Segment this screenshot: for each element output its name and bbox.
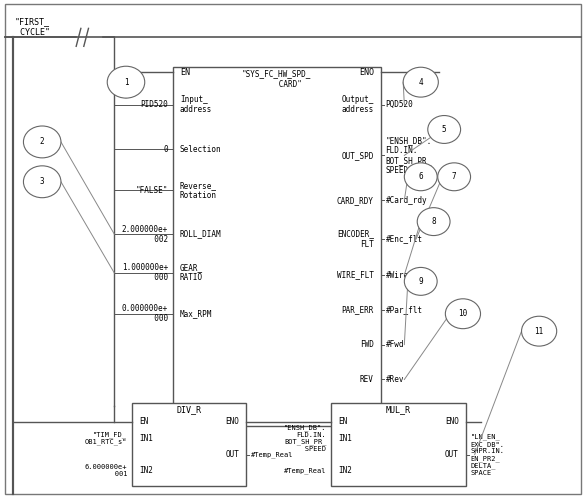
FancyBboxPatch shape — [132, 403, 246, 486]
Text: 7: 7 — [452, 172, 456, 181]
Text: 8: 8 — [431, 217, 436, 226]
Text: EN: EN — [139, 417, 148, 426]
Text: "ENSH_DB".
FLD.IN.
BOT_SH_PR_
SPEED: "ENSH_DB". FLD.IN. BOT_SH_PR_ SPEED — [386, 136, 432, 175]
Circle shape — [403, 67, 438, 97]
Text: DIV_R: DIV_R — [176, 405, 202, 414]
Text: CARD_RDY: CARD_RDY — [337, 196, 374, 205]
Text: #Par_flt: #Par_flt — [386, 305, 423, 314]
Text: Output_
address: Output_ address — [342, 95, 374, 114]
Text: ENCODER_
FLT: ENCODER_ FLT — [337, 230, 374, 249]
Text: 6.000000e+
       001: 6.000000e+ 001 — [84, 464, 127, 477]
Text: IN1: IN1 — [139, 434, 153, 443]
Text: 9: 9 — [418, 277, 423, 286]
Text: Max_RPM: Max_RPM — [180, 309, 212, 318]
Text: OUT: OUT — [225, 450, 239, 459]
Text: MUL_R: MUL_R — [386, 405, 411, 414]
Text: ENO: ENO — [445, 417, 459, 426]
Text: #Temp_Real: #Temp_Real — [251, 451, 294, 458]
Text: EN: EN — [180, 68, 190, 77]
Circle shape — [404, 163, 437, 191]
Text: #Temp_Real: #Temp_Real — [284, 467, 326, 474]
Text: PID520: PID520 — [141, 100, 168, 109]
Text: #Rev: #Rev — [386, 375, 404, 384]
Text: 3: 3 — [40, 177, 45, 186]
Text: EN: EN — [338, 417, 347, 426]
Text: FWD: FWD — [360, 340, 374, 349]
Text: "LN_EN_
EXC_DB".
SHPR.IN.
EN_PR2_
DELTA_
SPACE: "LN_EN_ EXC_DB". SHPR.IN. EN_PR2_ DELTA_… — [471, 434, 505, 476]
Text: ENO: ENO — [225, 417, 239, 426]
Text: "SYS_FC_HW_SPD_
      CARD": "SYS_FC_HW_SPD_ CARD" — [242, 69, 312, 89]
Text: "TIM_FD_
OB1_RTC_s": "TIM_FD_ OB1_RTC_s" — [84, 431, 127, 445]
Circle shape — [107, 66, 145, 98]
Text: PQD520: PQD520 — [386, 100, 413, 109]
Text: #Wire_flt: #Wire_flt — [386, 270, 427, 279]
Text: Input_
address: Input_ address — [180, 95, 212, 114]
Text: OUT_SPD: OUT_SPD — [342, 151, 374, 160]
Text: Selection: Selection — [180, 145, 222, 154]
Text: 0: 0 — [163, 145, 168, 154]
Text: Reverse_
Rotation: Reverse_ Rotation — [180, 181, 217, 200]
Text: IN1: IN1 — [338, 434, 352, 443]
Circle shape — [522, 316, 557, 346]
Text: #Fwd: #Fwd — [386, 340, 404, 349]
Circle shape — [428, 116, 461, 143]
Text: 4: 4 — [418, 78, 423, 87]
Text: IN2: IN2 — [338, 466, 352, 475]
Text: 1: 1 — [124, 78, 128, 87]
Circle shape — [438, 163, 471, 191]
Text: REV: REV — [360, 375, 374, 384]
Text: 5: 5 — [442, 125, 447, 134]
Circle shape — [417, 208, 450, 236]
FancyBboxPatch shape — [331, 403, 466, 486]
Text: ENO: ENO — [359, 68, 374, 77]
Circle shape — [445, 299, 481, 329]
Text: IN2: IN2 — [139, 466, 153, 475]
Text: #Card_rdy: #Card_rdy — [386, 196, 427, 205]
Text: OUT: OUT — [445, 450, 459, 459]
FancyBboxPatch shape — [173, 67, 381, 426]
Text: 2: 2 — [40, 137, 45, 146]
Text: "FIRST_
 CYCLE": "FIRST_ CYCLE" — [15, 17, 50, 37]
Text: PAR_ERR: PAR_ERR — [342, 305, 374, 314]
FancyBboxPatch shape — [5, 4, 581, 494]
Circle shape — [23, 126, 61, 158]
Text: WIRE_FLT: WIRE_FLT — [337, 270, 374, 279]
Text: "ENSH_DB".
FLD.IN.
BOT_SH_PR_
   SPEED: "ENSH_DB". FLD.IN. BOT_SH_PR_ SPEED — [284, 424, 326, 452]
Circle shape — [23, 166, 61, 198]
Text: "FALSE": "FALSE" — [136, 186, 168, 195]
Text: 11: 11 — [534, 327, 544, 336]
Text: 2.000000e+
  002: 2.000000e+ 002 — [122, 225, 168, 244]
Text: #Enc_flt: #Enc_flt — [386, 235, 423, 244]
Circle shape — [404, 267, 437, 295]
Text: 0.000000e+
  000: 0.000000e+ 000 — [122, 304, 168, 323]
Text: 6: 6 — [418, 172, 423, 181]
Text: 10: 10 — [458, 309, 468, 318]
Text: ROLL_DIAM: ROLL_DIAM — [180, 230, 222, 239]
Text: GEAR_
RATIO: GEAR_ RATIO — [180, 263, 203, 282]
Text: 1.000000e+
  000: 1.000000e+ 000 — [122, 263, 168, 282]
